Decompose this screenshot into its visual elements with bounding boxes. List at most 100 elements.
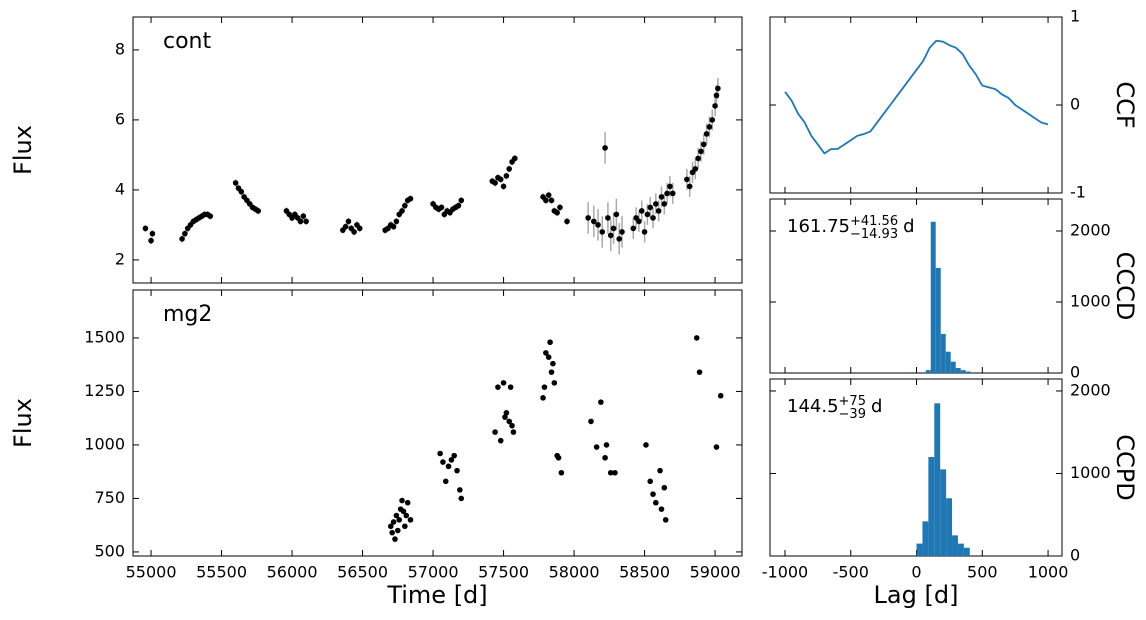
data-point	[667, 183, 673, 190]
data-point	[658, 194, 665, 200]
data-point	[713, 92, 720, 99]
data-point	[599, 229, 606, 235]
x-tick-label: 58500	[619, 563, 670, 582]
data-point	[698, 148, 704, 155]
data-point	[554, 209, 560, 216]
data-point	[495, 384, 501, 390]
y-tick-label: 1	[1070, 7, 1080, 26]
data-point	[506, 418, 513, 425]
data-point	[297, 218, 304, 225]
data-point	[510, 429, 517, 435]
histogram-bar	[945, 351, 951, 373]
data-point	[455, 202, 462, 209]
panel: -1 0 1 CCF	[769, 7, 1139, 202]
panel: 500 750 1000 1250 1500 55000 55500 56000 56500 57…	[9, 289, 743, 609]
annotation-unit: d	[871, 396, 882, 417]
data-point	[558, 469, 565, 476]
data-point	[686, 183, 693, 190]
data-point	[399, 497, 405, 504]
data-point	[402, 523, 408, 530]
data-point	[351, 229, 357, 235]
data-point	[404, 499, 411, 506]
data-point	[541, 384, 548, 390]
data-point	[445, 463, 452, 470]
data-point	[148, 237, 154, 244]
axes-frame	[132, 16, 743, 284]
axes-frame	[769, 16, 1063, 194]
data-point	[458, 197, 465, 204]
data-point	[142, 225, 149, 232]
data-point	[595, 222, 601, 228]
data-point	[507, 384, 514, 390]
data-point	[709, 117, 716, 123]
data-point	[407, 195, 414, 202]
y-tick-label: -1	[1070, 183, 1086, 202]
data-point	[638, 208, 645, 214]
y-tick-label: 1000	[1070, 292, 1111, 311]
x-tick-label: 56500	[337, 563, 388, 582]
annotation-value: 161.75	[787, 216, 850, 237]
x-tick-label: 57500	[478, 563, 529, 582]
data-point	[658, 506, 665, 512]
data-point	[591, 218, 597, 225]
histogram-bar	[963, 547, 970, 556]
y-axis-label: CCF	[1111, 81, 1139, 128]
x-tick-label: 55000	[126, 563, 177, 582]
data-point	[653, 201, 659, 207]
annotation: 144.5+75 −39 d	[787, 394, 882, 422]
data-point	[662, 517, 669, 523]
histogram-bar	[935, 267, 941, 373]
data-point	[448, 457, 455, 463]
data-point	[512, 155, 518, 162]
panel-label: cont	[163, 29, 211, 54]
data-point	[503, 410, 510, 416]
data-point	[700, 141, 707, 148]
histogram-bar	[965, 371, 971, 373]
data-point	[399, 208, 405, 214]
data-point	[712, 103, 718, 109]
data-point	[438, 204, 445, 211]
annotation-lower: −14.93	[850, 227, 898, 242]
data-point	[387, 523, 394, 530]
data-point	[543, 350, 549, 356]
data-point	[543, 197, 549, 204]
data-point	[613, 211, 620, 218]
data-point	[551, 380, 558, 386]
x-tick-label: -1000	[762, 563, 809, 582]
data-point	[650, 491, 656, 497]
data-point	[616, 236, 622, 242]
panel-label: mg2	[163, 302, 212, 327]
data-point	[588, 418, 594, 425]
histogram-bar	[950, 361, 956, 373]
data-point	[647, 478, 654, 485]
data-point	[669, 190, 676, 197]
data-point	[706, 124, 713, 130]
data-point	[149, 230, 156, 237]
data-point	[400, 508, 407, 515]
data-point	[602, 145, 608, 151]
annotation-lower: −39	[839, 407, 866, 422]
data-point	[395, 527, 401, 534]
data-point	[179, 236, 185, 242]
y-tick-label: 0	[1070, 546, 1080, 565]
data-point	[715, 85, 721, 92]
data-point	[390, 223, 397, 230]
ccf-line	[784, 39, 1049, 155]
data-point	[500, 183, 507, 190]
histogram-bar	[916, 543, 923, 556]
x-tick-label: 500	[967, 563, 998, 582]
data-point	[664, 190, 670, 197]
data-point	[612, 469, 618, 476]
y-axis-label: CCPD	[1111, 434, 1139, 500]
data-point	[713, 444, 720, 450]
y-tick-label: 2000	[1070, 221, 1111, 240]
x-tick-label: 57000	[408, 563, 459, 582]
histogram-bar	[946, 498, 953, 556]
data-point	[643, 442, 649, 448]
data-point	[506, 166, 513, 172]
y-tick-label: 6	[115, 109, 125, 128]
data-point	[492, 429, 498, 435]
data-point	[641, 229, 648, 235]
